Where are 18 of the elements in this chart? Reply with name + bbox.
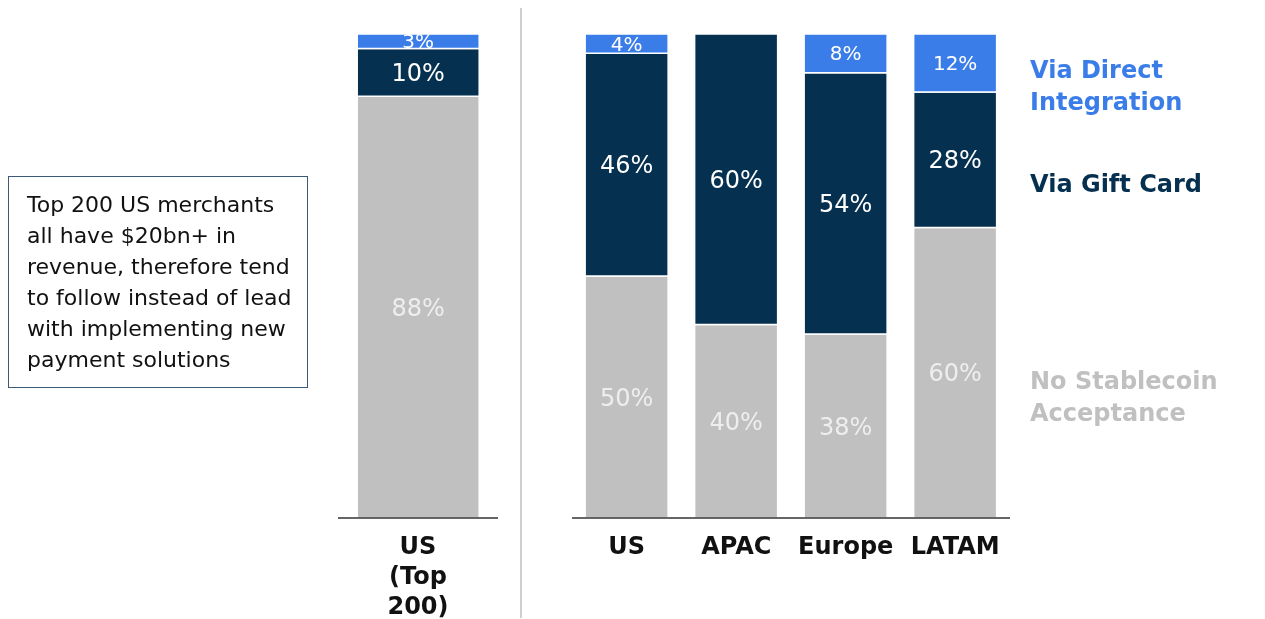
x-tick-label: APAC — [701, 532, 772, 560]
data-label: 3% — [402, 29, 435, 54]
x-tick-label: Europe — [798, 532, 894, 560]
data-label: 10% — [391, 58, 445, 87]
data-label: 12% — [932, 51, 978, 76]
x-tick-label: LATAM — [910, 532, 1000, 560]
series-label: Via Direct Integration — [1030, 55, 1184, 118]
x-tick-label: US (Top 200) — [387, 532, 449, 619]
data-label: 28% — [928, 146, 982, 175]
x-tick-label: US — [608, 532, 646, 560]
data-label: 60% — [709, 165, 763, 194]
data-label: 54% — [818, 189, 873, 218]
data-label: 4% — [610, 31, 643, 56]
series-label: No Stablecoin Acceptance — [1030, 366, 1219, 429]
data-label: 46% — [599, 151, 654, 180]
text: Top 200 US merchants all have $20bn+ in revenue, therefore tend to follow instead of lead with implementing new payment solutions — [27, 191, 293, 374]
series-label: Via Gift Card — [1030, 169, 1203, 200]
data-label: 8% — [829, 41, 862, 66]
